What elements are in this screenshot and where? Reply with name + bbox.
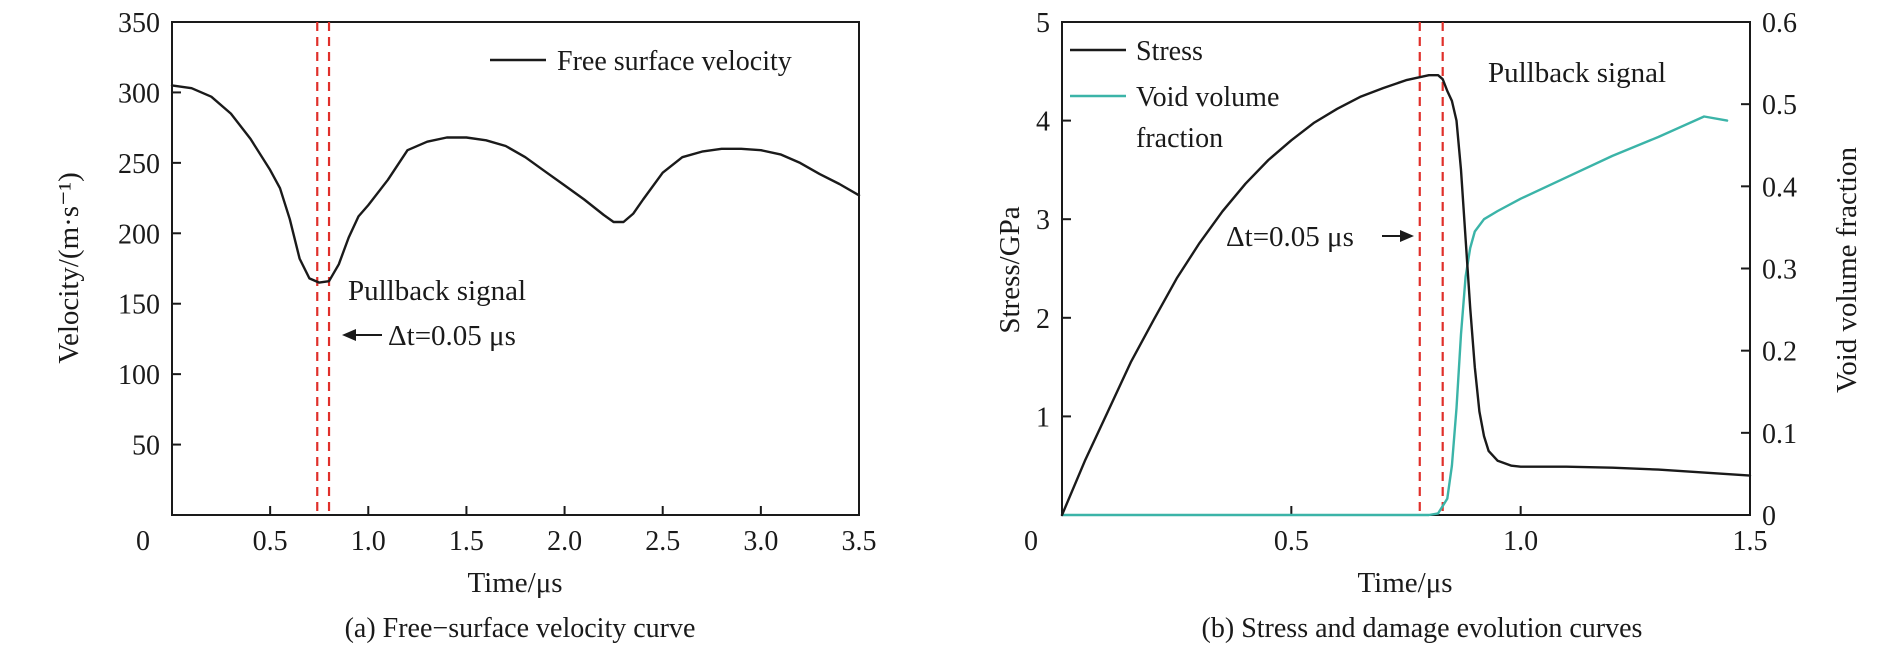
chart-a-dt-label: Δt=0.05 μs <box>388 320 516 352</box>
chart-a-origin-label: 0 <box>136 526 150 557</box>
chart-b-void-line <box>1060 115 1729 517</box>
chart-b-xtick-label: 0 <box>1024 526 1038 557</box>
chart-a-xtick-label: 1.5 <box>449 526 484 557</box>
chart-b-legend-label-stress: Stress <box>1136 36 1203 67</box>
chart-b-ytick-right-label: 0.2 <box>1762 337 1797 368</box>
chart-b-xtick-label: 1.0 <box>1503 526 1538 557</box>
chart-a-caption: (a) Free−surface velocity curve <box>345 613 696 644</box>
chart-a-ytick-label: 50 <box>132 431 160 462</box>
chart-b-ylabel-right: Void volume fraction <box>1831 147 1863 393</box>
chart-a-xtick-label: 0.5 <box>253 526 288 557</box>
chart-b-ytick-label: 4 <box>1036 107 1050 138</box>
chart-b-xtick-label: 0.5 <box>1274 526 1309 557</box>
chart-a-ytick-label: 300 <box>118 78 160 109</box>
chart-b-xtick-label: 1.5 <box>1733 526 1768 557</box>
chart-b-stress-line <box>1060 74 1752 517</box>
chart-a-xtick-label: 3.0 <box>743 526 778 557</box>
chart-a-xtick-label: 1.0 <box>351 526 386 557</box>
chart-a-xtick-label: 2.0 <box>547 526 582 557</box>
chart-a-dt-arrow <box>342 329 382 341</box>
chart-b-xlabel: Time/μs <box>1357 567 1452 599</box>
chart-a-ytick-label: 200 <box>118 219 160 250</box>
chart-a-pullback-label: Pullback signal <box>348 275 526 307</box>
chart-b-dt-label: Δt=0.05 μs <box>1226 221 1354 253</box>
chart-a-series-line <box>170 84 861 284</box>
chart-b-ytick-right-label: 0.3 <box>1762 255 1797 286</box>
chart-a-frame <box>171 21 860 516</box>
chart-b-caption: (b) Stress and damage evolution curves <box>1202 613 1643 644</box>
chart-b-ytick-right-label: 0 <box>1762 501 1776 532</box>
chart-a-ytick-label: 350 <box>118 8 160 39</box>
chart-b-legend-label-void-2: fraction <box>1136 123 1223 154</box>
chart-b-ytick-right-label: 0.5 <box>1762 90 1797 121</box>
chart-a-ylabel: Velocity/(m·s⁻¹) <box>53 172 85 364</box>
chart-b-dt-arrow <box>1382 230 1414 242</box>
chart-a-legend-label: Free surface velocity <box>557 46 792 77</box>
chart-a-ytick-label: 100 <box>118 360 160 391</box>
chart-b-ytick-label: 5 <box>1036 8 1050 39</box>
chart-b-ytick-label: 2 <box>1036 304 1050 335</box>
chart-a: 0.5 1.0 1.5 2.0 2.5 3.0 3.5 0 50 100 150 200 250 300 3… <box>53 8 877 644</box>
chart-b-ytick-label: 3 <box>1036 205 1050 236</box>
chart-b-ytick-right-label: 0.6 <box>1762 8 1797 39</box>
chart-b: 0 0.5 1.0 1.5 1 2 3 4 5 0 0.1 0.2 0.3 0.4 0.5 0.6 Stres… <box>994 8 1863 644</box>
chart-a-xtick-label: 2.5 <box>645 526 680 557</box>
chart-b-ytick-label: 1 <box>1036 402 1050 433</box>
chart-b-ylabel: Stress/GPa <box>994 206 1026 333</box>
chart-b-ytick-right-label: 0.4 <box>1762 172 1797 203</box>
chart-a-ytick-label: 250 <box>118 149 160 180</box>
chart-b-ytick-right-label: 0.1 <box>1762 419 1797 450</box>
chart-b-pullback-label: Pullback signal <box>1488 57 1666 89</box>
chart-a-xlabel: Time/μs <box>467 567 562 599</box>
chart-a-xtick-label: 3.5 <box>842 526 877 557</box>
chart-a-ytick-label: 150 <box>118 290 160 321</box>
chart-b-legend-label-void-1: Void volume <box>1136 82 1279 113</box>
